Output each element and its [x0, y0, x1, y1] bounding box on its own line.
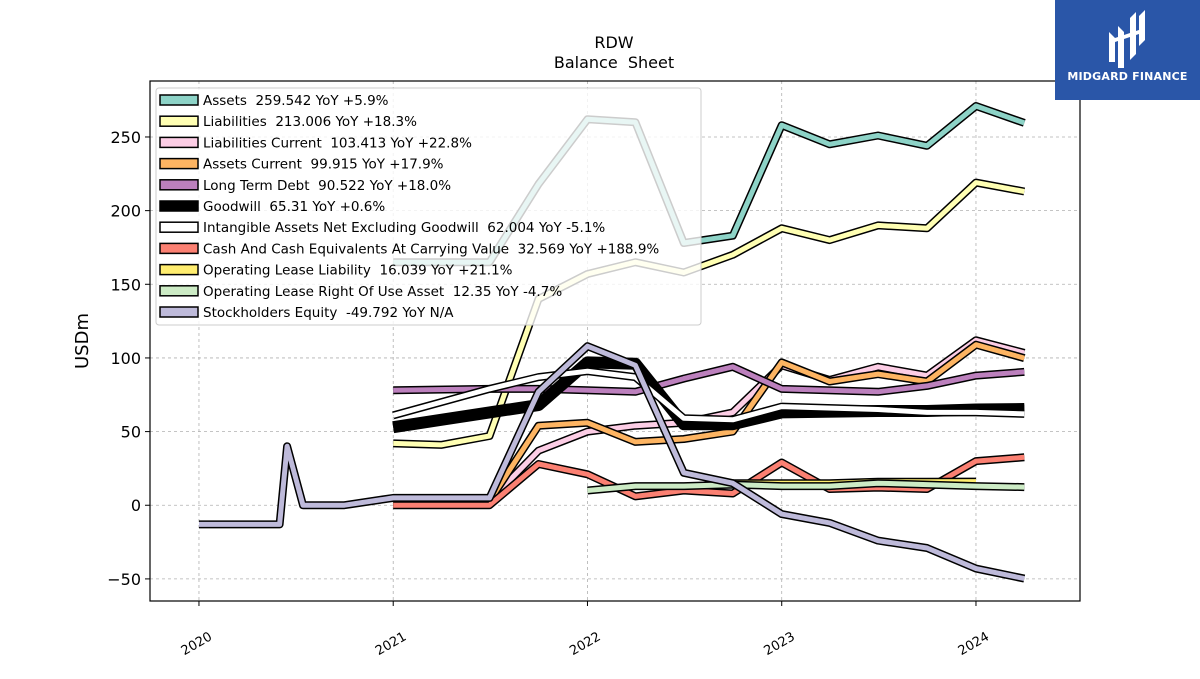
series-line — [393, 336, 1026, 507]
legend-label: Operating Lease Liability 16.039 YoY +21… — [203, 263, 513, 279]
series-stroke — [393, 342, 1025, 505]
legend-label: Long Term Debt 90.522 YoY +18.0% — [203, 178, 451, 194]
legend-label: Intangible Assets Net Excluding Goodwill… — [203, 220, 605, 236]
midgard-logo-icon — [1109, 10, 1145, 68]
legend-label: Operating Lease Right Of Use Asset 12.35… — [203, 284, 562, 300]
y-tick-label: 50 — [121, 423, 141, 442]
series-line — [587, 479, 1025, 495]
legend-swatch — [159, 136, 199, 149]
legend-item: Cash And Cash Equivalents At Carrying Va… — [159, 241, 659, 257]
x-tick-label: 2024 — [956, 629, 992, 659]
y-tick-label: 200 — [110, 202, 141, 221]
y-tick-label: −50 — [107, 570, 141, 589]
legend-label: Goodwill 65.31 YoY +0.6% — [203, 199, 385, 215]
legend-label: Assets Current 99.915 YoY +17.9% — [203, 157, 444, 173]
series-line — [393, 453, 1025, 510]
series-stroke — [393, 454, 1025, 508]
x-tick-label: 2022 — [567, 629, 603, 659]
legend-swatch — [159, 263, 199, 276]
series-line — [392, 367, 1025, 424]
series-line — [199, 342, 1026, 583]
legend-item: Liabilities 213.006 YoY +18.3% — [159, 114, 417, 130]
x-tick-label: 2021 — [373, 629, 409, 659]
legend-label: Liabilities Current 103.413 YoY +22.8% — [203, 135, 472, 151]
legend-item: Operating Lease Liability 16.039 YoY +21… — [159, 263, 513, 279]
y-tick-label: 150 — [110, 275, 141, 294]
x-tick-label: 2020 — [179, 629, 215, 659]
series-stroke — [199, 343, 1025, 582]
y-tick-label: 250 — [110, 128, 141, 147]
series-stroke — [393, 337, 1025, 505]
series-line — [393, 340, 1026, 507]
legend-swatch — [159, 115, 199, 127]
legend-swatch — [159, 306, 199, 318]
legend-item: Stockholders Equity -49.792 YoY N/A — [159, 305, 454, 321]
legend-swatch — [159, 179, 199, 191]
legend-swatch — [159, 221, 199, 233]
legend-label: Stockholders Equity -49.792 YoY N/A — [203, 305, 454, 321]
axes: −50 0 50 100 150 200 250 2020 2021 2022 2023 2024 — [107, 80, 1081, 659]
legend-item: Long Term Debt 90.522 YoY +18.0% — [159, 178, 451, 194]
plot-frame — [149, 80, 1081, 602]
legend: Assets 259.542 YoY +5.9% Liabilities 213.… — [155, 87, 702, 326]
series-stroke — [587, 480, 1025, 493]
brand-logo: MIDGARD FINANCE — [1055, 0, 1200, 100]
legend-label: Assets 259.542 YoY +5.9% — [203, 93, 389, 109]
legend-item: Intangible Assets Net Excluding Goodwill… — [159, 220, 605, 236]
brand-name: MIDGARD FINANCE — [1067, 70, 1188, 83]
legend-swatch — [159, 157, 199, 170]
series-line — [393, 362, 1025, 396]
legend-item: Assets 259.542 YoY +5.9% — [159, 93, 389, 109]
chart-subtitle: Balance Sheet — [554, 53, 674, 72]
y-axis-label: USDm — [72, 313, 93, 369]
series-layer — [199, 102, 1026, 583]
legend-swatch — [159, 94, 199, 106]
legend-item: Assets Current 99.915 YoY +17.9% — [159, 157, 444, 173]
y-tick-label: 100 — [110, 349, 141, 368]
legend-item: Operating Lease Right Of Use Asset 12.35… — [159, 284, 562, 300]
series-stroke — [392, 368, 1025, 423]
legend-label: Liabilities 213.006 YoY +18.3% — [203, 114, 417, 130]
legend-label: Cash And Cash Equivalents At Carrying Va… — [203, 241, 659, 257]
legend-swatch — [159, 285, 199, 297]
legend-box — [155, 87, 702, 326]
legend-swatch — [159, 242, 199, 255]
y-tick-label: 0 — [131, 496, 141, 515]
chart-title: RDW — [594, 33, 633, 52]
legend-item: Liabilities Current 103.413 YoY +22.8% — [159, 135, 472, 151]
legend-item: Goodwill 65.31 YoY +0.6% — [159, 199, 385, 215]
legend-swatch — [159, 200, 199, 212]
series-stroke — [393, 364, 1025, 395]
x-tick-label: 2023 — [762, 629, 798, 659]
